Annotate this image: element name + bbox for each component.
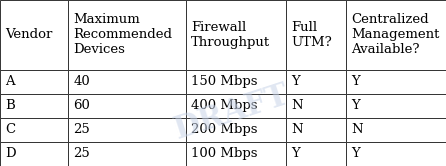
Text: A: A [5,75,15,88]
Bar [0,118,68,142]
Text: Y: Y [351,99,360,112]
Bar [68,118,186,142]
Text: 400 Mbps: 400 Mbps [191,99,258,112]
Bar [346,0,446,70]
Bar [0,94,68,118]
Text: 100 Mbps: 100 Mbps [191,147,258,161]
Bar [0,142,68,166]
Bar [346,142,446,166]
Text: Centralized
Management
Available?: Centralized Management Available? [351,13,440,56]
Text: Y: Y [291,75,300,88]
Bar [68,94,186,118]
Text: 150 Mbps: 150 Mbps [191,75,258,88]
Bar [286,118,346,142]
Text: Vendor: Vendor [5,28,53,41]
Bar [68,70,186,94]
Bar [0,70,68,94]
Text: D: D [5,147,16,161]
Bar [68,0,186,70]
Bar [68,142,186,166]
Text: B: B [5,99,15,112]
Text: Firewall
Throughput: Firewall Throughput [191,21,270,49]
Text: Y: Y [351,147,360,161]
Bar [286,142,346,166]
Text: 60: 60 [73,99,90,112]
Text: 40: 40 [73,75,90,88]
Text: N: N [291,123,303,136]
Text: DRAFT: DRAFT [170,80,293,146]
Text: Y: Y [351,75,360,88]
Bar [346,94,446,118]
Text: 25: 25 [73,147,90,161]
Text: Y: Y [291,147,300,161]
Bar [286,0,346,70]
Bar [186,118,286,142]
Bar [0,0,68,70]
Bar [186,0,286,70]
Bar [346,118,446,142]
Bar [346,70,446,94]
Text: Maximum
Recommended
Devices: Maximum Recommended Devices [73,13,172,56]
Bar [286,70,346,94]
Bar [186,70,286,94]
Text: N: N [351,123,363,136]
Bar [286,94,346,118]
Text: 25: 25 [73,123,90,136]
Text: C: C [5,123,16,136]
Bar [186,142,286,166]
Text: 200 Mbps: 200 Mbps [191,123,258,136]
Text: Full
UTM?: Full UTM? [291,21,332,49]
Bar [186,94,286,118]
Text: N: N [291,99,303,112]
